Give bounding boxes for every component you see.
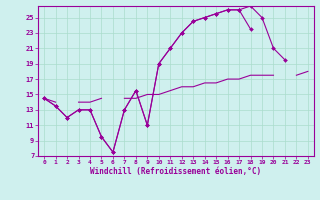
X-axis label: Windchill (Refroidissement éolien,°C): Windchill (Refroidissement éolien,°C)	[91, 167, 261, 176]
